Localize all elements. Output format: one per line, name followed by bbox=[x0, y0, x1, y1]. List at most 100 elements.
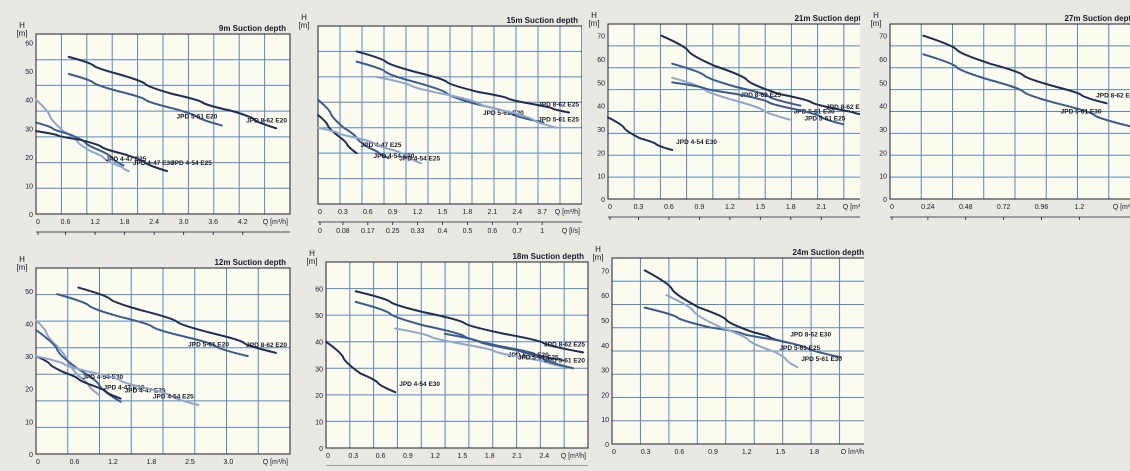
y-tick-label: 60 bbox=[25, 41, 33, 48]
x-axis-label: Q [m³/h] bbox=[263, 459, 288, 466]
x-tick-label: 0.6 bbox=[376, 453, 386, 460]
x-tick-label: 1.2 bbox=[90, 219, 100, 226]
series-label: JPD 8-62 E20 bbox=[246, 342, 287, 349]
y-tick-label: 20 bbox=[601, 392, 609, 399]
x-tick-label: 1.5 bbox=[776, 449, 786, 454]
series-label: JPD 8-62 E30 bbox=[826, 104, 860, 111]
x-tick-label: 0.6 bbox=[70, 459, 80, 466]
x-tick-label: 1.2 bbox=[725, 204, 735, 211]
x-tick-label: 1.2 bbox=[413, 209, 423, 216]
y-tick-label: 0 bbox=[29, 452, 33, 459]
chart-title: 9m Suction depth bbox=[219, 24, 286, 33]
curve-jpd-5-61-e20 bbox=[394, 327, 575, 370]
series-label: JPD 4-54 E30 bbox=[399, 381, 440, 388]
x-tick-label: 1.8 bbox=[809, 449, 819, 454]
x2-tick-label: 0.33 bbox=[411, 228, 425, 235]
x-tick-label: 0.72 bbox=[997, 204, 1011, 211]
chart-svg: 12m Suction depth H[m] 0 10 20 30 40 50 0 0.6 1.2 1… bbox=[16, 255, 291, 466]
y-tick-label: 50 bbox=[25, 69, 33, 76]
y-tick-label: 20 bbox=[597, 150, 605, 157]
chart-svg: 27m Suction depth H[m] 0 10 20 30 40 50 60 70 0 0.2… bbox=[870, 11, 1130, 230]
curve-jpd-8-62-e25 bbox=[355, 50, 571, 114]
chart-panel-18m: 18m Suction depth H [m] 0 10 20 30 40 50 60 0 0.3 0.… bbox=[300, 238, 590, 469]
x-tick-label: 2.4 bbox=[539, 453, 549, 460]
y-tick-label: 20 bbox=[879, 150, 887, 157]
series-label: JPD 5-61 E25 bbox=[804, 115, 845, 122]
curve-jpd-8-62-e30 bbox=[660, 34, 866, 116]
chart-panel-12m: 12m Suction depth H [m] 0 10 20 30 40 50 0 0.6 1.2 1… bbox=[4, 238, 294, 466]
x-tick-label: 0 bbox=[612, 449, 616, 454]
y-tick-label: 60 bbox=[879, 57, 887, 64]
series-label: JPD 8-62 E25 bbox=[538, 101, 579, 108]
x2-tick-label: 0 bbox=[318, 228, 322, 235]
series-label: JPD 8-62 E20 bbox=[246, 117, 287, 124]
x-tick-label: 0.9 bbox=[695, 204, 705, 211]
chart-title: 27m Suction depth bbox=[1064, 14, 1130, 23]
y-tick-label: 70 bbox=[597, 34, 605, 41]
chart-svg: 24m Suction depth H[m] 0 10 20 30 40 50 60 70 0 0.3… bbox=[592, 245, 869, 471]
x-tick-label: 1.2 bbox=[742, 449, 752, 454]
y-tick-label: 30 bbox=[597, 127, 605, 134]
x-tick-label: 0 bbox=[36, 459, 40, 466]
plot-frame bbox=[35, 33, 291, 215]
y-axis-label: H bbox=[309, 249, 315, 258]
x2-tick-label: 0.17 bbox=[361, 228, 375, 235]
y-tick-label: 10 bbox=[315, 419, 323, 426]
y-tick-label: 0 bbox=[319, 446, 323, 453]
x-tick-label: 2.1 bbox=[816, 204, 826, 211]
y-axis-label: [m] bbox=[592, 253, 603, 262]
curve-jpd-4-54-e25 bbox=[35, 355, 200, 407]
x-tick-label: 1.2 bbox=[1075, 204, 1085, 211]
x-tick-label: 1.5 bbox=[755, 204, 765, 211]
chart-svg: 15m Suction depth H[m] 0 0.3 0.6 0.9 1.2 1.5 1.8… bbox=[298, 13, 583, 235]
curve-jpd-8-62-e25 bbox=[354, 290, 585, 354]
chart-title: 24m Suction depth bbox=[792, 248, 864, 257]
series-label: JPD 4-47 E30 bbox=[133, 160, 174, 167]
y-tick-label: 50 bbox=[601, 318, 609, 325]
x-tick-label: 0.9 bbox=[403, 453, 413, 460]
plot-frame bbox=[35, 267, 291, 455]
x-tick-label: 0 bbox=[326, 453, 330, 460]
curve-jpd-8-62-e20 bbox=[354, 300, 565, 362]
y-tick-label: 50 bbox=[25, 289, 33, 296]
series-label: JPD 5-61 E30 bbox=[794, 109, 835, 116]
y-axis-label: H bbox=[19, 21, 25, 30]
series-label: JPD 8-62 E20 bbox=[508, 352, 549, 359]
x-tick-label: 0.6 bbox=[363, 209, 373, 216]
chart-title: 18m Suction depth bbox=[512, 252, 584, 261]
x-tick-label: 2.1 bbox=[487, 209, 497, 216]
x2-axis-label: Q [l/s] bbox=[562, 228, 580, 235]
y-tick-label: 20 bbox=[25, 387, 33, 394]
x-tick-label: 0.3 bbox=[348, 453, 358, 460]
series-label: JPD 4-54 E25 bbox=[399, 156, 440, 163]
series-label: JPD 5-61 E30 bbox=[801, 356, 842, 363]
y-tick-label: 30 bbox=[601, 368, 609, 375]
y-tick-label: 60 bbox=[601, 293, 609, 300]
series-label: JPD 5-61 E20 bbox=[188, 342, 229, 349]
series-label: JPD 4-54 E25 bbox=[171, 160, 212, 167]
y-tick-label: 60 bbox=[597, 57, 605, 64]
series-label: JPD 5-61 E20 bbox=[177, 113, 218, 120]
x-tick-label: 3.7 bbox=[537, 209, 547, 216]
plot-frame bbox=[325, 261, 589, 449]
x-tick-label: 3.0 bbox=[179, 219, 189, 226]
x-tick-label: 4.2 bbox=[238, 219, 248, 226]
y-tick-label: 10 bbox=[601, 417, 609, 424]
x-axis-label: Q [m³/h] bbox=[263, 219, 288, 226]
x2-tick-label: 0.4 bbox=[438, 228, 448, 235]
y-tick-label: 60 bbox=[315, 287, 323, 294]
chart-svg: 9m Suction depth H[m] 0 10 20 30 40 50 60 0 0.6 1.2… bbox=[16, 21, 291, 245]
x-tick-label: 0.9 bbox=[388, 209, 398, 216]
curve-jpd-5-61-e25 bbox=[374, 75, 558, 129]
curve-jpd-4-47-e25 bbox=[35, 121, 125, 167]
x-tick-label: 3.6 bbox=[208, 219, 218, 226]
x-axis-label: Q [m³/h] bbox=[1113, 204, 1130, 211]
series-label: JPD 4-54 E30 bbox=[82, 374, 123, 381]
x-tick-label: 0.3 bbox=[338, 209, 348, 216]
y-axis-label: [m] bbox=[588, 19, 599, 28]
y-tick-label: 40 bbox=[879, 104, 887, 111]
series-label: JPD 4-47 E25 bbox=[125, 388, 166, 395]
x-tick-label: 2.4 bbox=[149, 219, 159, 226]
x-tick-label: 1.8 bbox=[147, 459, 157, 466]
x-tick-label: 1.8 bbox=[463, 209, 473, 216]
